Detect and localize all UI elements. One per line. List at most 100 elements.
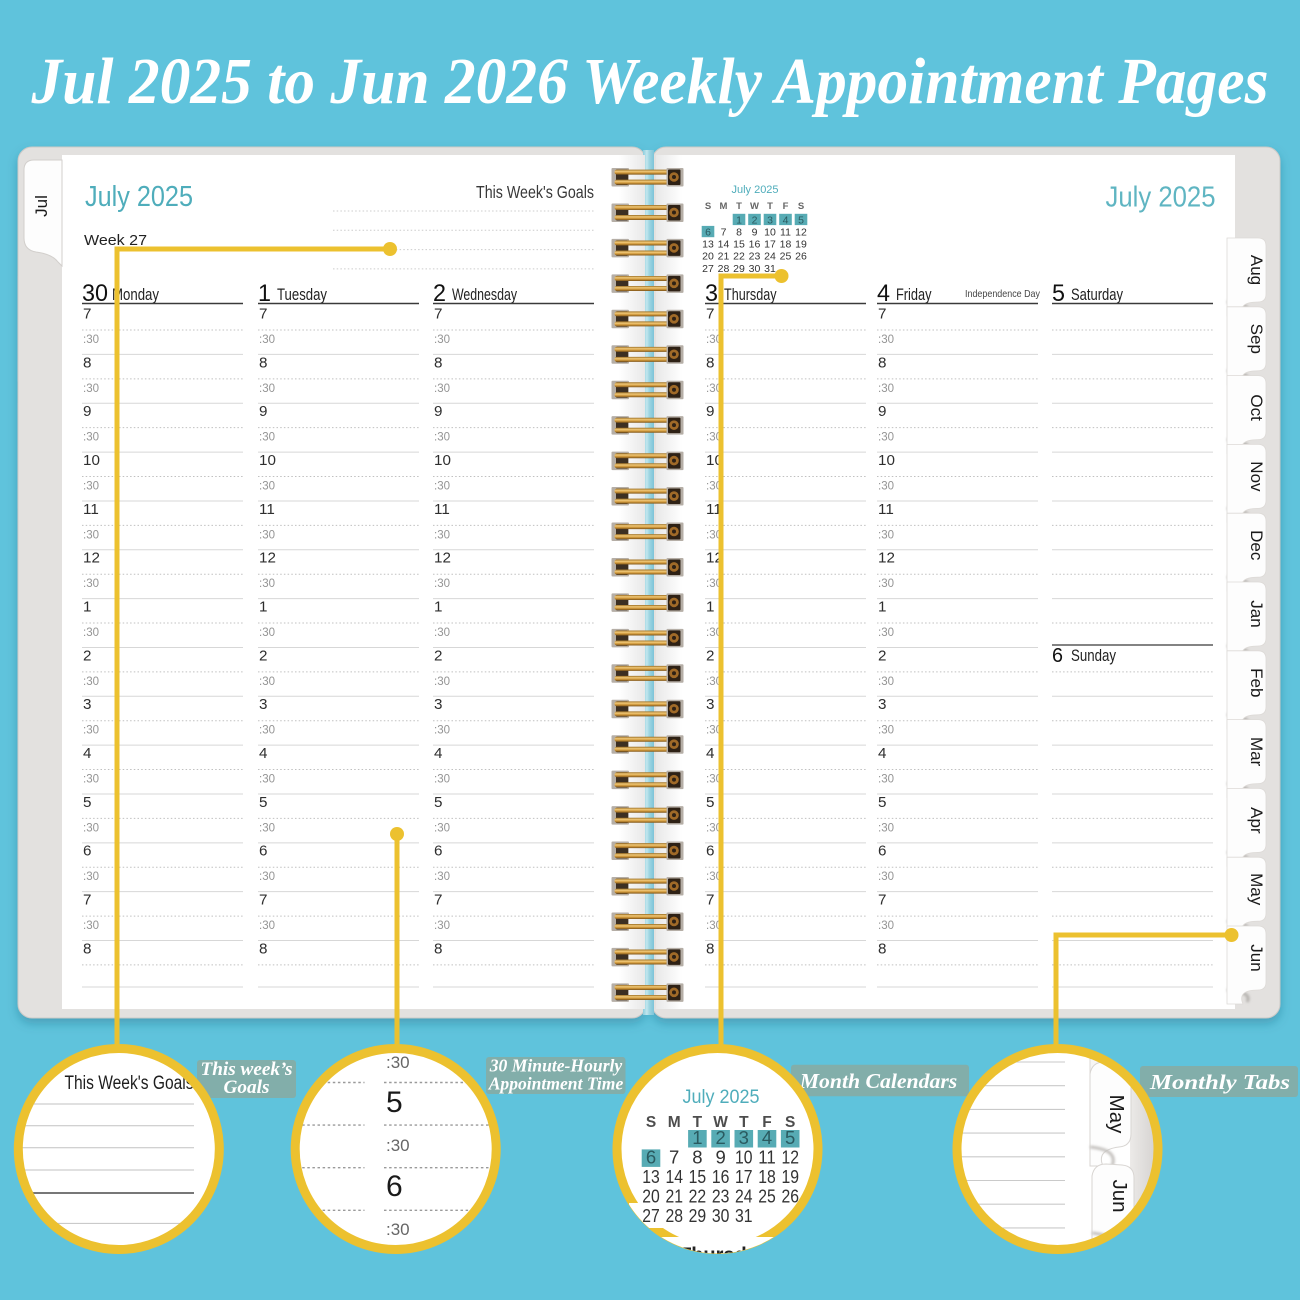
svg-text::30: :30 bbox=[434, 480, 450, 492]
svg-text::30: :30 bbox=[434, 822, 450, 834]
svg-text:2: 2 bbox=[878, 647, 886, 664]
svg-text:31: 31 bbox=[764, 263, 776, 275]
svg-text:18: 18 bbox=[780, 239, 792, 251]
svg-text::30: :30 bbox=[259, 578, 275, 590]
svg-text:8: 8 bbox=[434, 354, 442, 371]
svg-text:Nov: Nov bbox=[1247, 461, 1266, 492]
svg-text::30: :30 bbox=[434, 383, 450, 395]
svg-text:3: 3 bbox=[767, 214, 773, 226]
svg-text:8: 8 bbox=[259, 354, 267, 371]
svg-text:30: 30 bbox=[749, 263, 761, 275]
svg-text:17: 17 bbox=[735, 1166, 753, 1187]
svg-text::30: :30 bbox=[259, 871, 275, 883]
svg-text::30: :30 bbox=[878, 334, 894, 346]
svg-text:M: M bbox=[720, 201, 728, 212]
svg-text::30: :30 bbox=[706, 432, 722, 444]
svg-text:T: T bbox=[693, 1114, 703, 1131]
svg-text:24: 24 bbox=[735, 1185, 753, 1206]
svg-text::30: :30 bbox=[83, 627, 99, 639]
svg-text:Appointment Time: Appointment Time bbox=[488, 1074, 624, 1094]
svg-text:11: 11 bbox=[878, 501, 894, 518]
svg-text::30: :30 bbox=[83, 383, 99, 395]
svg-text::30: :30 bbox=[706, 773, 722, 785]
svg-text:6: 6 bbox=[878, 843, 886, 860]
svg-text:11: 11 bbox=[434, 501, 450, 518]
svg-text:W: W bbox=[713, 1114, 728, 1131]
svg-text:3: 3 bbox=[83, 696, 91, 713]
svg-text:4: 4 bbox=[762, 1127, 772, 1148]
svg-text:This Week's Goals: This Week's Goals bbox=[65, 1073, 194, 1094]
svg-text:Dec: Dec bbox=[1247, 530, 1266, 561]
svg-text:6: 6 bbox=[434, 843, 442, 860]
svg-text::30: :30 bbox=[259, 529, 275, 541]
svg-text:9: 9 bbox=[752, 227, 758, 239]
svg-text:8: 8 bbox=[83, 940, 91, 957]
svg-text:10: 10 bbox=[259, 452, 276, 469]
svg-text:8: 8 bbox=[259, 940, 267, 957]
svg-text:15: 15 bbox=[733, 239, 745, 251]
svg-text::30: :30 bbox=[706, 627, 722, 639]
svg-text:S: S bbox=[646, 1114, 656, 1131]
svg-text:6: 6 bbox=[259, 843, 267, 860]
svg-text:Tuesday: Tuesday bbox=[277, 285, 327, 304]
svg-text::30: :30 bbox=[878, 871, 894, 883]
svg-text:3: 3 bbox=[259, 696, 267, 713]
svg-text:11: 11 bbox=[259, 501, 275, 518]
svg-text:13: 13 bbox=[702, 239, 714, 251]
svg-text:Friday: Friday bbox=[896, 285, 932, 304]
svg-text:14: 14 bbox=[665, 1166, 683, 1187]
svg-text:18: 18 bbox=[758, 1166, 776, 1187]
svg-text:12: 12 bbox=[781, 1147, 799, 1168]
svg-text:Month Calendars: Month Calendars bbox=[799, 1069, 958, 1093]
svg-text:19: 19 bbox=[795, 239, 807, 251]
svg-text::30: :30 bbox=[706, 529, 722, 541]
svg-text:30 Minute-Hourly: 30 Minute-Hourly bbox=[489, 1056, 623, 1076]
svg-text:Jul 2025 to Jun 2026 Weekly Ap: Jul 2025 to Jun 2026 Weekly Appointment … bbox=[31, 45, 1269, 118]
svg-text::30: :30 bbox=[434, 725, 450, 737]
svg-text::30: :30 bbox=[878, 432, 894, 444]
svg-text:1: 1 bbox=[258, 280, 271, 307]
svg-text:9: 9 bbox=[715, 1147, 725, 1168]
svg-text:8: 8 bbox=[878, 354, 886, 371]
svg-text:This week’s: This week’s bbox=[201, 1059, 293, 1080]
svg-text:Jul: Jul bbox=[32, 195, 51, 217]
svg-text::30: :30 bbox=[706, 480, 722, 492]
svg-text:6: 6 bbox=[706, 843, 714, 860]
svg-text::30: :30 bbox=[259, 627, 275, 639]
svg-text:27: 27 bbox=[642, 1205, 660, 1226]
svg-text:22: 22 bbox=[689, 1185, 707, 1206]
svg-text:3: 3 bbox=[434, 696, 442, 713]
svg-text:5: 5 bbox=[434, 794, 442, 811]
svg-text::30: :30 bbox=[259, 920, 275, 932]
svg-text::30: :30 bbox=[386, 1136, 410, 1155]
svg-text:3: 3 bbox=[705, 280, 718, 307]
svg-text::30: :30 bbox=[706, 383, 722, 395]
svg-text:10: 10 bbox=[434, 452, 451, 469]
svg-text:30: 30 bbox=[82, 280, 108, 307]
svg-text:19: 19 bbox=[781, 1166, 799, 1187]
svg-text:Independence Day: Independence Day bbox=[965, 288, 1041, 300]
svg-text:7: 7 bbox=[434, 892, 442, 909]
svg-text::30: :30 bbox=[83, 773, 99, 785]
svg-text::30: :30 bbox=[259, 432, 275, 444]
svg-text:2: 2 bbox=[433, 280, 446, 307]
svg-text::30: :30 bbox=[386, 1220, 410, 1239]
svg-text:9: 9 bbox=[259, 403, 267, 420]
svg-text:Mar: Mar bbox=[1247, 737, 1266, 767]
svg-text::30: :30 bbox=[706, 725, 722, 737]
svg-text:1: 1 bbox=[878, 599, 886, 616]
svg-text:1: 1 bbox=[434, 599, 442, 616]
svg-text:7: 7 bbox=[259, 306, 267, 323]
svg-text:8: 8 bbox=[706, 354, 714, 371]
svg-text:5: 5 bbox=[83, 794, 91, 811]
svg-text::30: :30 bbox=[878, 480, 894, 492]
svg-text:5: 5 bbox=[1052, 280, 1065, 307]
svg-text::30: :30 bbox=[259, 383, 275, 395]
svg-text:S: S bbox=[785, 1114, 795, 1131]
svg-text::30: :30 bbox=[83, 725, 99, 737]
svg-text::30: :30 bbox=[434, 920, 450, 932]
svg-text:5: 5 bbox=[259, 794, 267, 811]
svg-text:Sep: Sep bbox=[1247, 324, 1266, 354]
svg-text::30: :30 bbox=[434, 871, 450, 883]
svg-text:11: 11 bbox=[83, 501, 99, 518]
